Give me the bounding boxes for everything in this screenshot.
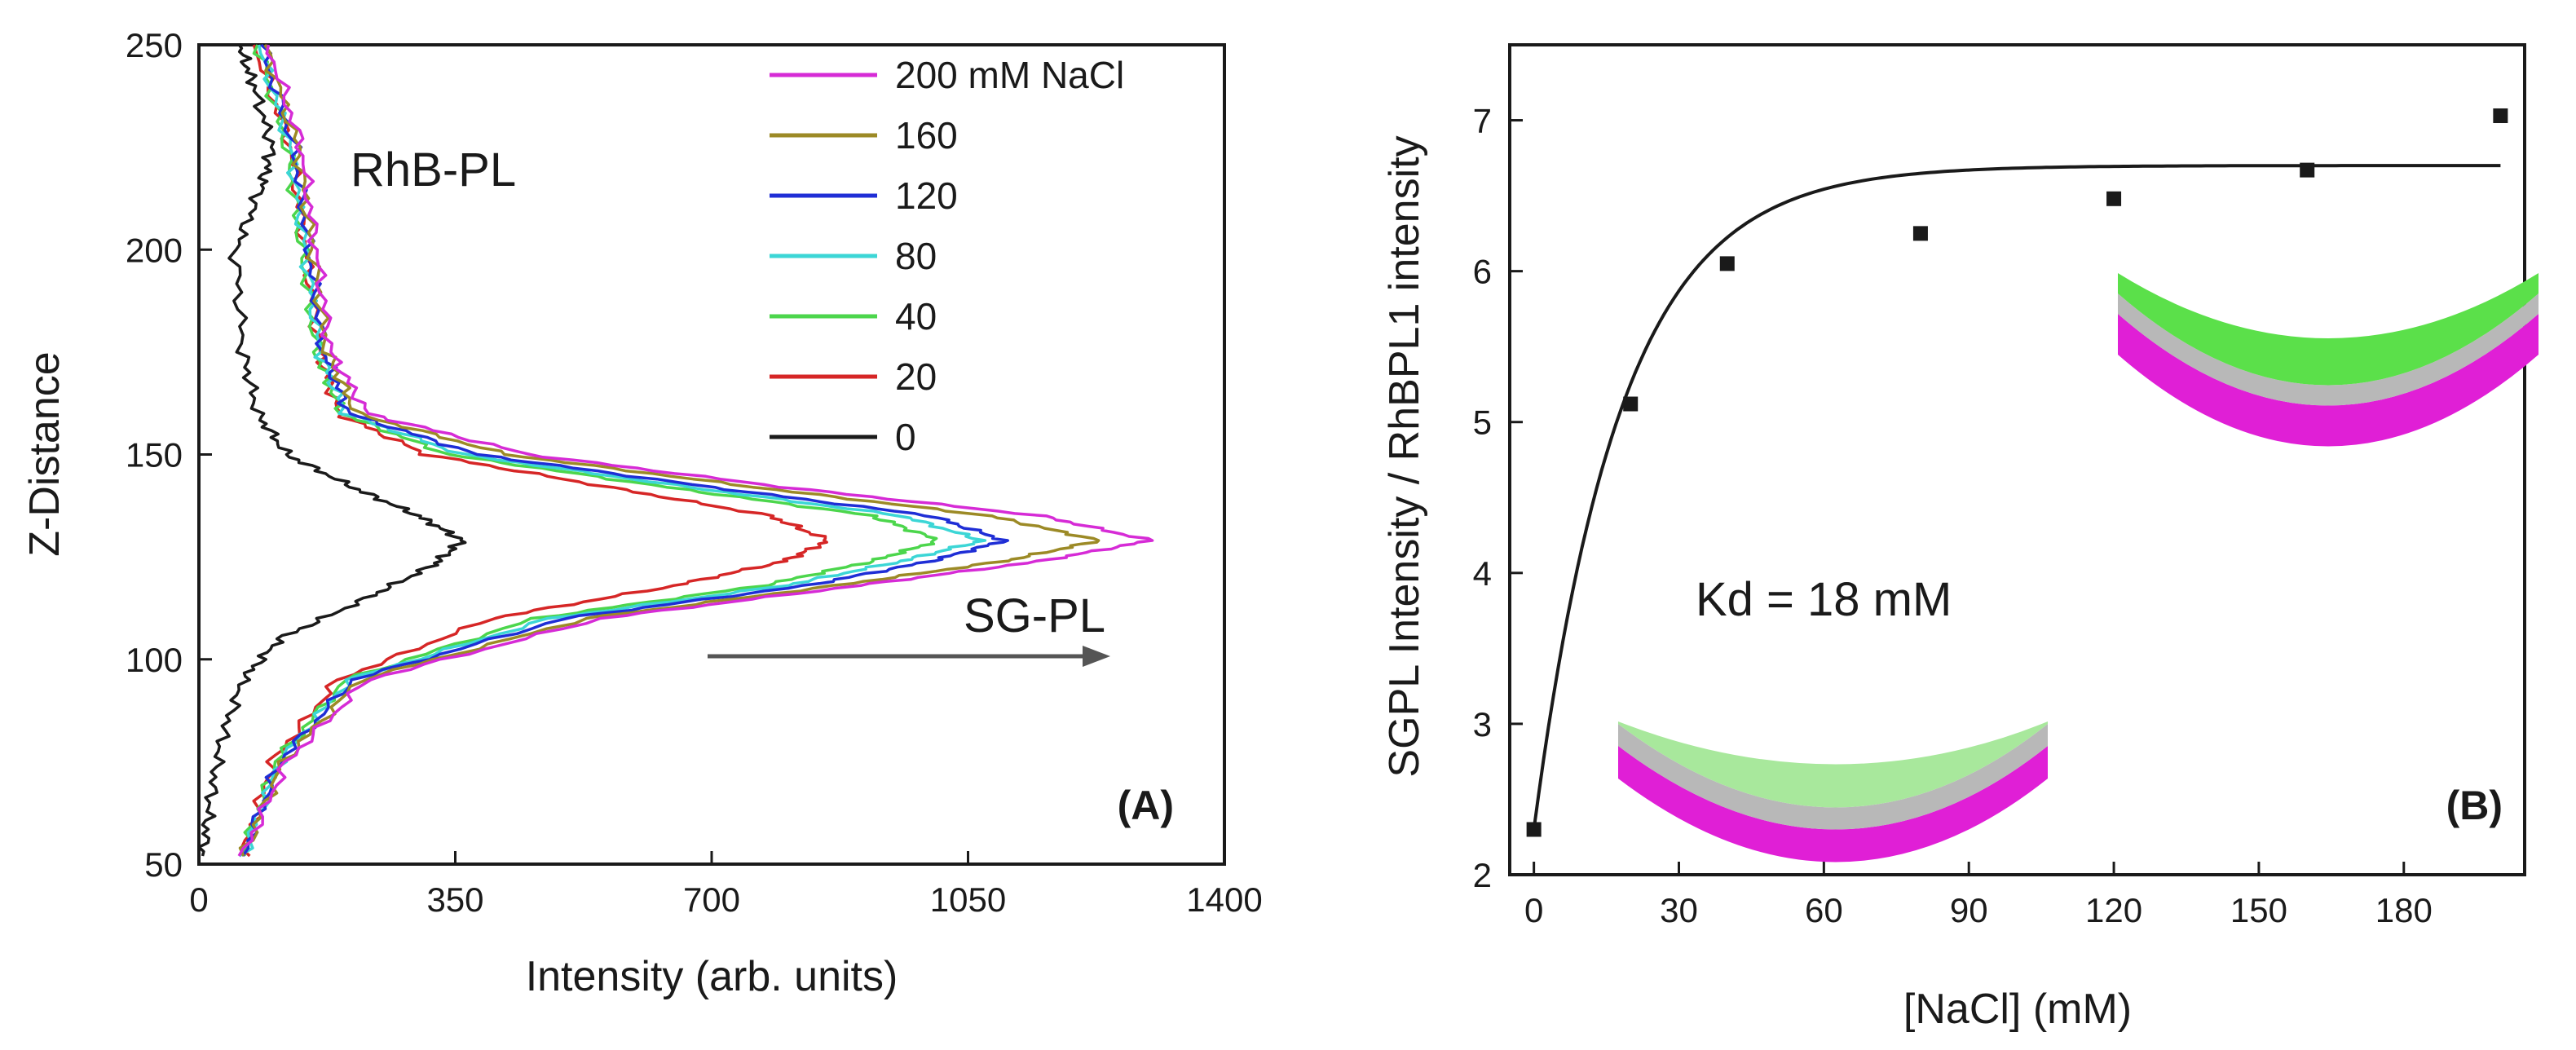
panel-b-y-tick-label: 2 (1473, 856, 1492, 894)
sg-pl-label: SG-PL (964, 589, 1105, 642)
panel-a-y-tick-label: 200 (126, 231, 183, 269)
panel-b-x-tick-label: 0 (1524, 891, 1543, 929)
panel-a-y-tick-label: 250 (126, 26, 183, 64)
legend-label: 20 (895, 355, 937, 398)
panel-b-x-tick-label: 150 (2230, 891, 2287, 929)
legend-label: 160 (895, 114, 958, 157)
panel-b-y-tick-label: 4 (1473, 554, 1492, 593)
low-salt-shell-inset (1618, 721, 2048, 862)
data-point (1623, 396, 1639, 412)
panel-b-data-points (1526, 108, 2508, 837)
rhb-pl-label: RhB-PL (351, 143, 516, 196)
low-salt-shell-green-layer (1618, 721, 2048, 808)
panel-a-x-tick-label: 350 (426, 880, 483, 919)
high-salt-shell-green-layer (2118, 273, 2539, 386)
panel-a-y-axis-title: Z-Distance (21, 351, 68, 556)
panel-a-x-tick-label: 700 (683, 880, 740, 919)
high-salt-shell-inset (2118, 273, 2539, 447)
data-point (1912, 226, 1928, 241)
panel-a-y-tick-label: 150 (126, 436, 183, 474)
panel-a-series-lines (197, 43, 1154, 858)
panel-a-x-tick-label: 1050 (930, 880, 1006, 919)
series-line-80 (238, 44, 987, 858)
legend-label: 80 (895, 235, 937, 277)
series-line-40 (243, 44, 938, 857)
data-point (2493, 108, 2508, 123)
kd-annotation: Kd = 18 mM (1696, 573, 1952, 626)
panel-b-y-tick-label: 6 (1473, 253, 1492, 291)
series-line-0 (197, 43, 467, 857)
panel-b-x-axis-title: [NaCl] (mM) (1903, 986, 2132, 1033)
legend-label: 120 (895, 174, 958, 217)
data-point (1719, 256, 1735, 271)
panel-a-x-ticks: 0 350 700 1050 1400 (189, 851, 1263, 919)
panel-b-x-tick-label: 60 (1805, 891, 1843, 929)
panel-b-x-tick-label: 30 (1660, 891, 1698, 929)
data-point (2106, 191, 2122, 206)
legend-label: 0 (895, 416, 916, 458)
panel-b-y-ticks: 2 3 4 5 6 7 (1473, 102, 1523, 894)
panel-b-y-tick-label: 5 (1473, 404, 1492, 442)
sg-pl-arrow-head (1083, 646, 1110, 667)
legend-label: 200 mM NaCl (895, 54, 1124, 96)
data-point (2300, 162, 2315, 178)
high-salt-shell-magenta-layer (2118, 314, 2539, 447)
panel-b-y-axis-title: SGPL Intensity / RhBPL1 intensity (1381, 135, 1428, 777)
panel-b: 0 30 60 90 120 150 180 2 3 4 5 6 7 Kd = 18 mM [NaCl… (1381, 43, 2539, 1033)
panel-b-x-ticks: 0 30 60 90 120 150 180 (1524, 862, 2433, 929)
panel-b-x-tick-label: 90 (1950, 891, 1988, 929)
panel-a-tag: (A) (1118, 783, 1174, 828)
panel-b-tag: (B) (2446, 783, 2503, 828)
low-salt-shell-gray-layer (1618, 724, 2048, 830)
panel-b-x-tick-label: 120 (2085, 891, 2142, 929)
panel-a-y-ticks: 50 100 150 200 250 (126, 26, 212, 884)
series-line-200 (237, 44, 1154, 857)
panel-a-x-tick-label: 1400 (1186, 880, 1262, 919)
data-point (1526, 822, 1542, 837)
panel-b-y-tick-label: 7 (1473, 102, 1492, 140)
panel-b-frame (1508, 43, 2526, 876)
low-salt-shell-magenta-layer (1618, 746, 2048, 862)
fit-curve (1532, 164, 2501, 830)
panel-a-x-tick-label: 0 (189, 880, 208, 919)
series-line-20 (240, 44, 828, 858)
panel-a-y-tick-label: 50 (144, 845, 183, 884)
panel-a-y-tick-label: 100 (126, 641, 183, 679)
panel-a-x-axis-title: Intensity (arb. units) (526, 953, 898, 1000)
panel-a-legend: 200 mM NaCl 160 120 80 40 20 0 (770, 54, 1124, 458)
legend-label: 40 (895, 295, 937, 338)
panel-b-y-tick-label: 3 (1473, 705, 1492, 743)
high-salt-shell-gray-layer (2118, 293, 2539, 406)
panel-b-x-tick-label: 180 (2375, 891, 2433, 929)
